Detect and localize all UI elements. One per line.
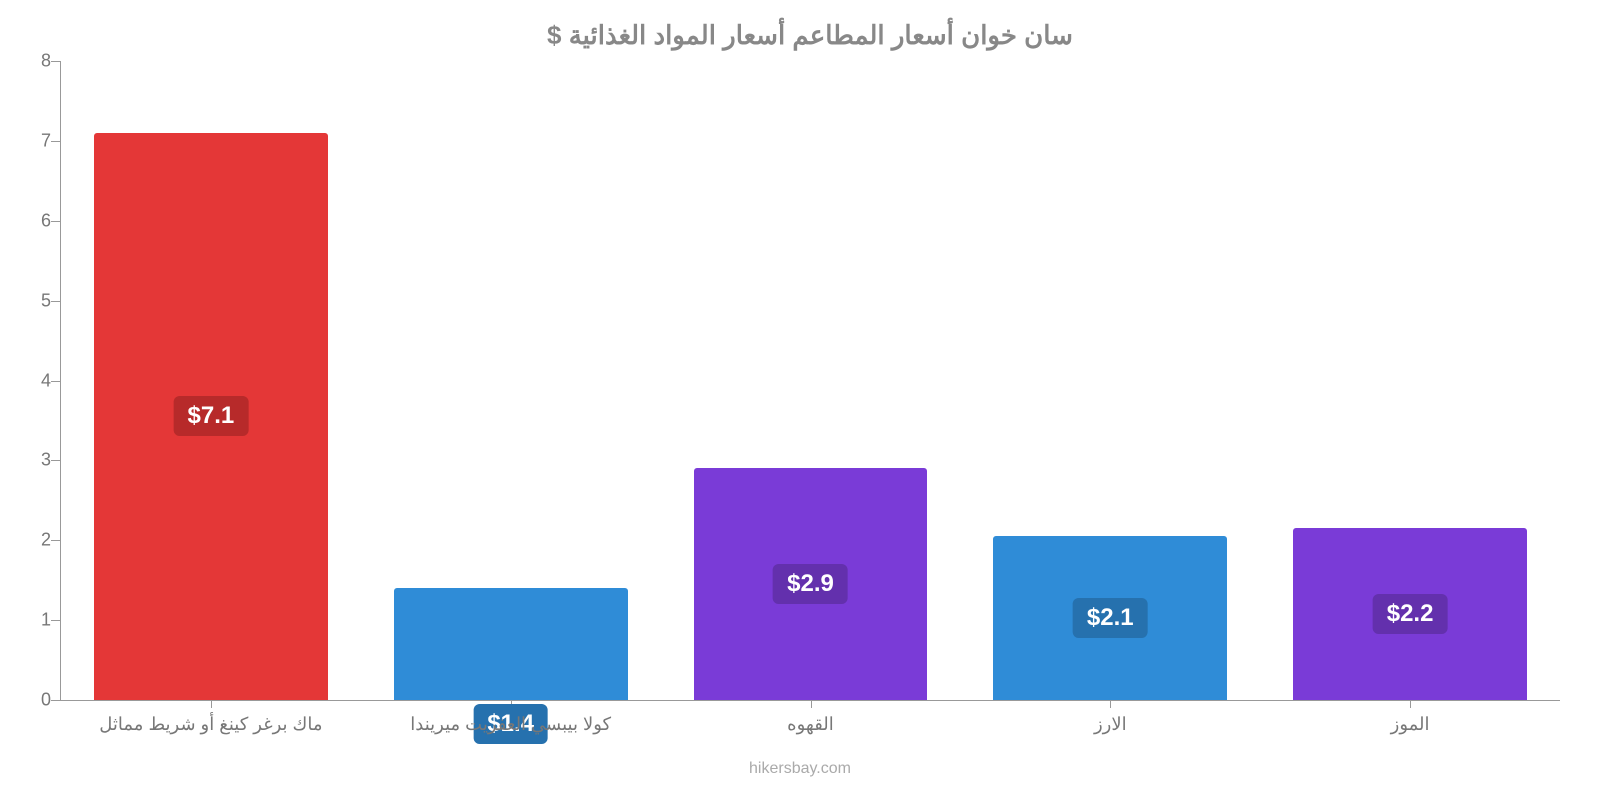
x-axis-label: الارز (960, 714, 1260, 735)
prices-bar-chart: سان خوان أسعار المطاعم أسعار المواد الغذ… (0, 0, 1600, 800)
y-tick (51, 460, 61, 461)
bar-value-label: $2.2 (1373, 594, 1448, 634)
bar-value-label: $2.1 (1073, 598, 1148, 638)
bar-band: $1.4كولا بيبسي العفريت ميريندا (361, 61, 661, 700)
bar: $1.4 (394, 588, 628, 700)
bar: $2.1 (993, 536, 1227, 700)
attribution-text: hikersbay.com (0, 760, 1600, 778)
bar: $7.1 (94, 133, 328, 700)
bar-value-label: $7.1 (174, 396, 249, 436)
x-tick (1410, 700, 1411, 708)
y-tick (51, 61, 61, 62)
bar-band: $7.1ماك برغر كينغ أو شريط مماثل (61, 61, 361, 700)
x-tick (1110, 700, 1111, 708)
y-tick-label: 1 (21, 610, 51, 631)
bar-value-label: $2.9 (773, 564, 848, 604)
y-tick-label: 2 (21, 530, 51, 551)
x-axis-label: ماك برغر كينغ أو شريط مماثل (61, 714, 361, 735)
y-tick (51, 620, 61, 621)
y-tick-label: 3 (21, 450, 51, 471)
y-tick-label: 6 (21, 210, 51, 231)
x-axis-label: الموز (1260, 714, 1560, 735)
chart-title: سان خوان أسعار المطاعم أسعار المواد الغذ… (60, 20, 1560, 51)
x-tick (211, 700, 212, 708)
bar-band: $2.2الموز (1260, 61, 1560, 700)
y-tick-label: 5 (21, 290, 51, 311)
x-tick (811, 700, 812, 708)
y-tick (51, 381, 61, 382)
y-tick-label: 7 (21, 130, 51, 151)
bar-band: $2.1الارز (960, 61, 1260, 700)
y-tick (51, 141, 61, 142)
y-tick-label: 8 (21, 51, 51, 72)
y-tick (51, 540, 61, 541)
x-axis-label: القهوه (661, 714, 961, 735)
y-tick (51, 301, 61, 302)
y-tick (51, 221, 61, 222)
x-axis-label: كولا بيبسي العفريت ميريندا (361, 714, 661, 735)
y-tick-label: 4 (21, 370, 51, 391)
bar: $2.9 (694, 468, 928, 700)
y-tick-label: 0 (21, 690, 51, 711)
plot-area: 012345678$7.1ماك برغر كينغ أو شريط مماثل… (60, 61, 1560, 701)
y-tick (51, 700, 61, 701)
bar-band: $2.9القهوه (661, 61, 961, 700)
bar: $2.2 (1293, 528, 1527, 700)
